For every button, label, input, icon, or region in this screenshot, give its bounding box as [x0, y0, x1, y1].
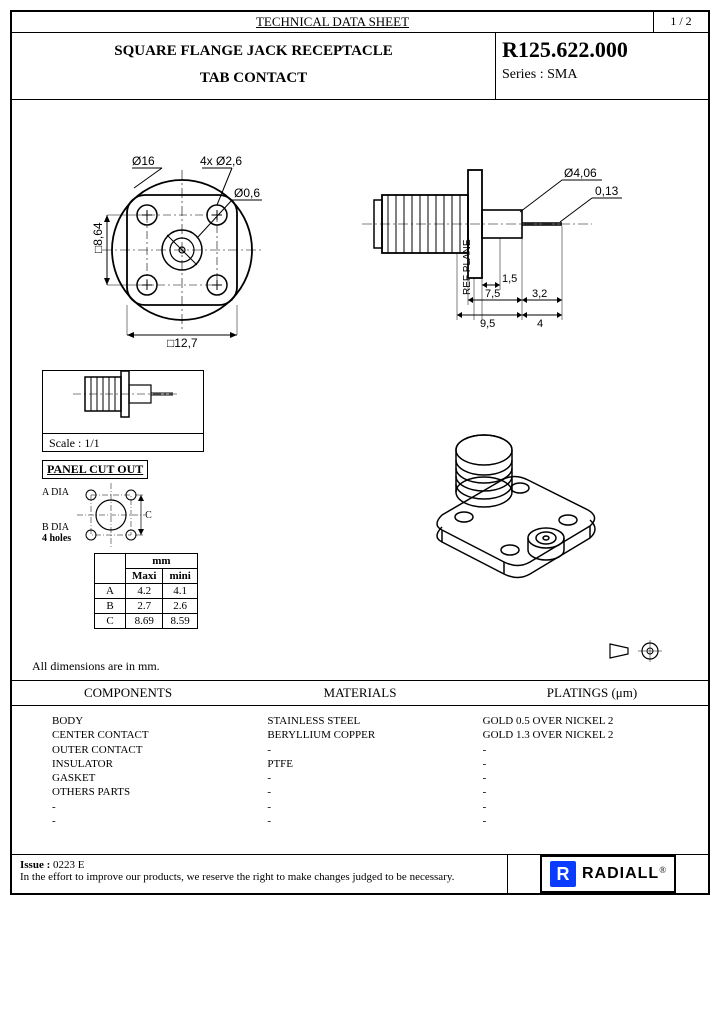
mat-6: - [267, 800, 482, 814]
header-description: SQUARE FLANGE JACK RECEPTACLE TAB CONTAC… [12, 33, 495, 99]
plat-6: - [483, 800, 698, 814]
product-title-1: SQUARE FLANGE JACK RECEPTACLE [16, 43, 491, 60]
comp-4: GASKET [52, 771, 267, 785]
front-view-drawing: Ø16 4x Ø2,6 Ø0,6 □8,64 □12,7 [72, 140, 292, 340]
footer-row: Issue : 0223 E In the effort to improve … [12, 854, 708, 893]
plat-2: - [483, 743, 698, 757]
plat-5: - [483, 785, 698, 799]
header-block: SQUARE FLANGE JACK RECEPTACLE TAB CONTAC… [12, 33, 708, 100]
header-partinfo: R125.622.000 Series : SMA [495, 33, 708, 99]
svg-text:7,5: 7,5 [485, 288, 500, 300]
row-b-label: B [95, 599, 126, 614]
footer-left: Issue : 0223 E In the effort to improve … [12, 855, 508, 893]
plat-3: - [483, 757, 698, 771]
components-column: BODY CENTER CONTACT OUTER CONTACT INSULA… [22, 714, 267, 834]
row-b-max: 2.7 [126, 599, 163, 614]
issue-label: Issue : [20, 859, 50, 871]
series-label: Series : [502, 67, 544, 82]
svg-text:1,5: 1,5 [502, 273, 517, 285]
logo-text: RADIALL [582, 865, 659, 882]
svg-text:4x Ø2,6: 4x Ø2,6 [200, 154, 242, 168]
comp-7: - [52, 814, 267, 828]
svg-text:□8,64: □8,64 [91, 222, 105, 253]
row-a-min: 4.1 [163, 584, 197, 599]
b-holes-label: 4 holes [42, 533, 71, 544]
col-materials: MATERIALS [244, 681, 476, 705]
footer-right: R RADIALL® [508, 855, 708, 893]
isometric-drawing [392, 410, 632, 610]
components-body: BODY CENTER CONTACT OUTER CONTACT INSULA… [12, 706, 708, 854]
svg-text:Ø4,06: Ø4,06 [564, 166, 597, 180]
projection-symbol-icon [608, 640, 668, 666]
scale-box: Scale : 1/1 [42, 370, 204, 452]
col-mini: mini [163, 569, 197, 584]
panel-title: PANEL CUT OUT [42, 460, 148, 479]
mat-4: - [267, 771, 482, 785]
panel-left-labels: A DIA B DIA 4 holes [42, 481, 71, 544]
svg-text:4: 4 [537, 318, 543, 330]
a-dia-label: A DIA [42, 487, 69, 498]
row-c-max: 8.69 [126, 614, 163, 629]
sheet-title: TECHNICAL DATA SHEET [12, 12, 654, 32]
row-a-label: A [95, 584, 126, 599]
side-view-drawing: REF PLANE Ø4,06 0,13 1,5 [352, 140, 612, 340]
svg-text:9,5: 9,5 [480, 318, 495, 330]
plat-4: - [483, 771, 698, 785]
platings-column: GOLD 0.5 OVER NICKEL 2 GOLD 1.3 OVER NIC… [483, 714, 698, 834]
mat-1: BERYLLIUM COPPER [267, 728, 482, 742]
svg-text:Ø16: Ø16 [132, 154, 155, 168]
components-header-row: COMPONENTS MATERIALS PLATINGS (μm) [12, 680, 708, 706]
series-value: SMA [547, 67, 577, 82]
comp-0: BODY [52, 714, 267, 728]
comp-2: OUTER CONTACT [52, 743, 267, 757]
product-title-2: TAB CONTACT [16, 70, 491, 87]
panel-cutout-diagram [75, 481, 147, 549]
issue-value: 0223 E [53, 859, 84, 871]
c-label: C [145, 510, 152, 521]
part-number: R125.622.000 [502, 37, 702, 63]
drawing-area: Ø16 4x Ø2,6 Ø0,6 □8,64 □12,7 [12, 100, 708, 680]
col-platings: PLATINGS (μm) [476, 681, 708, 705]
row-c-min: 8.59 [163, 614, 197, 629]
plat-0: GOLD 0.5 OVER NICKEL 2 [483, 714, 698, 728]
svg-text:□12,7: □12,7 [167, 336, 198, 350]
top-bar: TECHNICAL DATA SHEET 1 / 2 [12, 12, 708, 33]
series-line: Series : SMA [502, 67, 702, 83]
mat-2: - [267, 743, 482, 757]
svg-text:0,13: 0,13 [595, 184, 619, 198]
b-dia-label: B DIA [42, 522, 69, 533]
disclaimer-text: In the effort to improve our products, w… [20, 871, 499, 883]
scale-label-row: Scale : 1/1 [43, 433, 203, 453]
unit-header: mm [126, 554, 198, 569]
row-b-min: 2.6 [163, 599, 197, 614]
mat-7: - [267, 814, 482, 828]
comp-3: INSULATOR [52, 757, 267, 771]
col-maxi: Maxi [126, 569, 163, 584]
plat-7: - [483, 814, 698, 828]
comp-5: OTHERS PARTS [52, 785, 267, 799]
plat-1: GOLD 1.3 OVER NICKEL 2 [483, 728, 698, 742]
comp-1: CENTER CONTACT [52, 728, 267, 742]
mat-5: - [267, 785, 482, 799]
dimension-note: All dimensions are in mm. [32, 659, 160, 674]
logo-mark-icon: R [550, 861, 576, 887]
brand-logo: R RADIALL® [540, 855, 676, 893]
data-sheet-frame: TECHNICAL DATA SHEET 1 / 2 SQUARE FLANGE… [10, 10, 710, 895]
row-a-max: 4.2 [126, 584, 163, 599]
svg-text:3,2: 3,2 [532, 288, 547, 300]
materials-column: STAINLESS STEEL BERYLLIUM COPPER - PTFE … [267, 714, 482, 834]
col-components: COMPONENTS [12, 681, 244, 705]
svg-text:REF PLANE: REF PLANE [462, 239, 473, 295]
svg-text:Ø0,6: Ø0,6 [234, 186, 260, 200]
registered-icon: ® [659, 865, 666, 875]
page-number: 1 / 2 [654, 12, 708, 32]
scale-label: Scale [49, 436, 75, 450]
mat-3: PTFE [267, 757, 482, 771]
panel-dim-table: mm Maxi mini A4.24.1 B2.72.6 C8.698.59 [94, 553, 198, 629]
scale-value: 1/1 [84, 436, 99, 450]
comp-6: - [52, 800, 267, 814]
panel-cutout-block: PANEL CUT OUT A DIA B DIA 4 holes [42, 460, 232, 629]
mat-0: STAINLESS STEEL [267, 714, 482, 728]
row-c-label: C [95, 614, 126, 629]
